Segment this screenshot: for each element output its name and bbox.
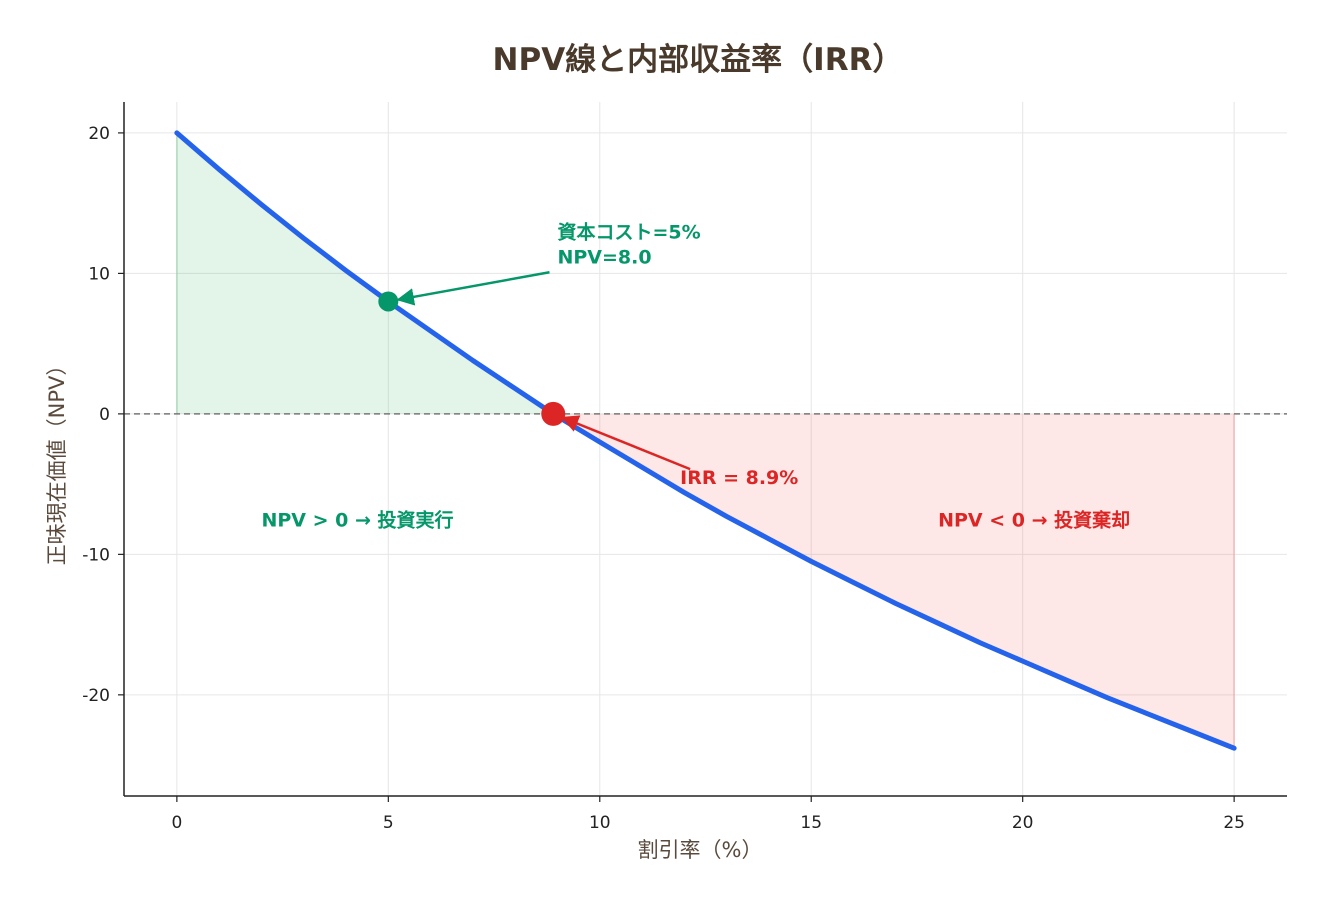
x-tick-label: 10 xyxy=(589,813,611,833)
x-tick-label: 15 xyxy=(800,813,822,833)
irr-annotation-text: IRR = 8.9% xyxy=(680,467,798,489)
y-axis-label: 正味現在価値（NPV） xyxy=(45,355,69,566)
x-axis-label: 割引率（%） xyxy=(638,838,763,862)
shaded-regions xyxy=(176,132,1235,749)
irr-annotation: IRR = 8.9% xyxy=(680,467,798,489)
chart-title: NPV線と内部収益率（IRR） xyxy=(493,42,904,78)
x-tick-label: 25 xyxy=(1223,813,1245,833)
y-tick-label: 10 xyxy=(88,264,110,284)
y-tick-label: 20 xyxy=(88,124,110,144)
cost-of-capital-point xyxy=(378,291,399,312)
annotation-arrows xyxy=(396,271,691,471)
cost-of-capital-annotation-arrow xyxy=(396,271,550,306)
npv-line xyxy=(174,130,1237,751)
x-tick-label: 0 xyxy=(171,813,182,833)
irr-annotation-arrow xyxy=(560,415,691,471)
x-axis-ticks: 0 5 10 15 20 25 xyxy=(171,796,1245,833)
shaded-region-negative xyxy=(553,413,1235,749)
accept-region-label-text: NPV > 0 → 投資実行 xyxy=(261,508,453,531)
cost-of-capital-annotation-text: 資本コスト=5% xyxy=(557,220,700,243)
y-tick-label: 0 xyxy=(99,405,110,425)
axes xyxy=(123,102,1287,797)
npv-curve xyxy=(174,130,1237,751)
highlight-points xyxy=(378,291,566,426)
cost-of-capital-annotation: 資本コスト=5% NPV=8.0 xyxy=(557,220,700,268)
shaded-region-positive xyxy=(176,132,554,414)
x-tick-label: 20 xyxy=(1012,813,1034,833)
reject-region-label: NPV < 0 → 投資棄却 xyxy=(938,508,1130,531)
reject-region-label-text: NPV < 0 → 投資棄却 xyxy=(938,508,1130,531)
cost-of-capital-annotation-text: NPV=8.0 xyxy=(557,246,651,268)
x-tick-label: 5 xyxy=(383,813,394,833)
y-axis-ticks: -20 -10 0 10 20 xyxy=(82,124,124,706)
annotations: 資本コスト=5% NPV=8.0 IRR = 8.9% NPV > 0 → 投資実行 N… xyxy=(261,220,1130,531)
accept-region-label: NPV > 0 → 投資実行 xyxy=(261,508,453,531)
y-tick-label: -20 xyxy=(82,686,110,706)
irr-point xyxy=(541,401,566,426)
y-tick-label: -10 xyxy=(82,545,110,565)
